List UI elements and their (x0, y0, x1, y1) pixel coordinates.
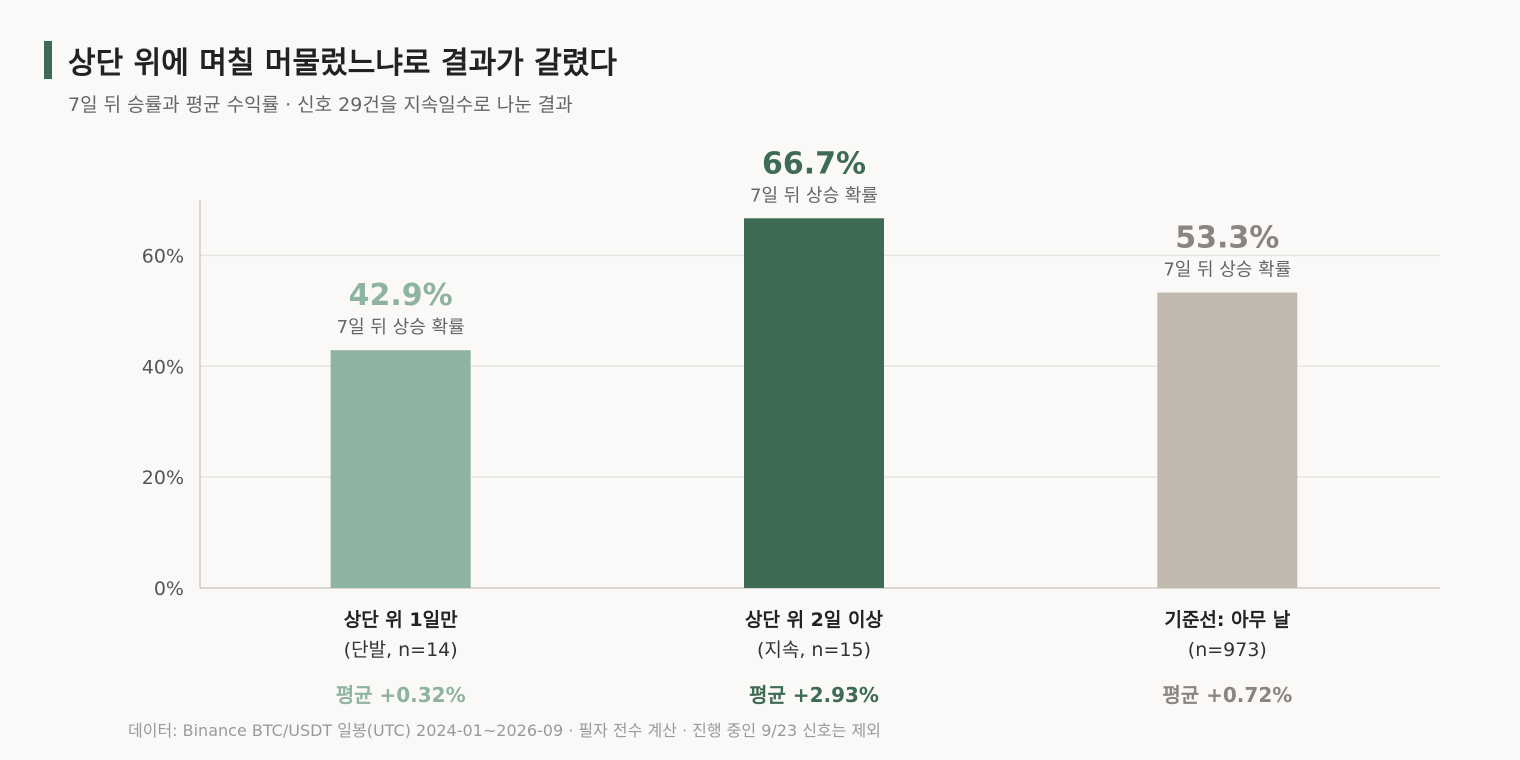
average-return-label: 평균 +2.93% (749, 683, 879, 707)
x-category-sublabel: (n=973) (1188, 639, 1267, 661)
bar-value-label: 42.9% (349, 278, 453, 313)
bar (744, 218, 884, 588)
y-tick-label: 20% (142, 467, 184, 489)
bar-caption: 7일 뒤 상승 확률 (337, 317, 465, 338)
x-category-label: 상단 위 2일 이상 (745, 609, 883, 631)
bar (330, 350, 471, 588)
y-tick-label: 0% (154, 578, 184, 600)
y-tick-label: 40% (142, 356, 184, 378)
x-category-sublabel: (지속, n=15) (757, 639, 871, 661)
y-tick-label: 60% (142, 245, 184, 267)
source-footnote: 데이터: Binance BTC/USDT 일봉(UTC) 2024-01~20… (128, 721, 881, 740)
bar-value-label: 66.7% (762, 146, 866, 181)
x-category-label: 기준선: 아무 날 (1164, 609, 1290, 631)
title-accent-bar (44, 41, 52, 79)
bar-caption: 7일 뒤 상승 확률 (750, 185, 878, 206)
chart-subtitle: 7일 뒤 승률과 평균 수익률 · 신호 29건을 지속일수로 나눈 결과 (68, 94, 573, 116)
x-category-label: 상단 위 1일만 (344, 609, 458, 631)
bar (1157, 292, 1298, 588)
chart-title: 상단 위에 며칠 머물렀느냐로 결과가 갈렸다 (68, 46, 618, 81)
x-category-sublabel: (단발, n=14) (344, 639, 458, 661)
average-return-label: 평균 +0.32% (336, 683, 466, 707)
average-return-label: 평균 +0.72% (1162, 683, 1292, 707)
bar-value-label: 53.3% (1175, 221, 1279, 256)
bar-caption: 7일 뒤 상승 확률 (1163, 260, 1291, 281)
